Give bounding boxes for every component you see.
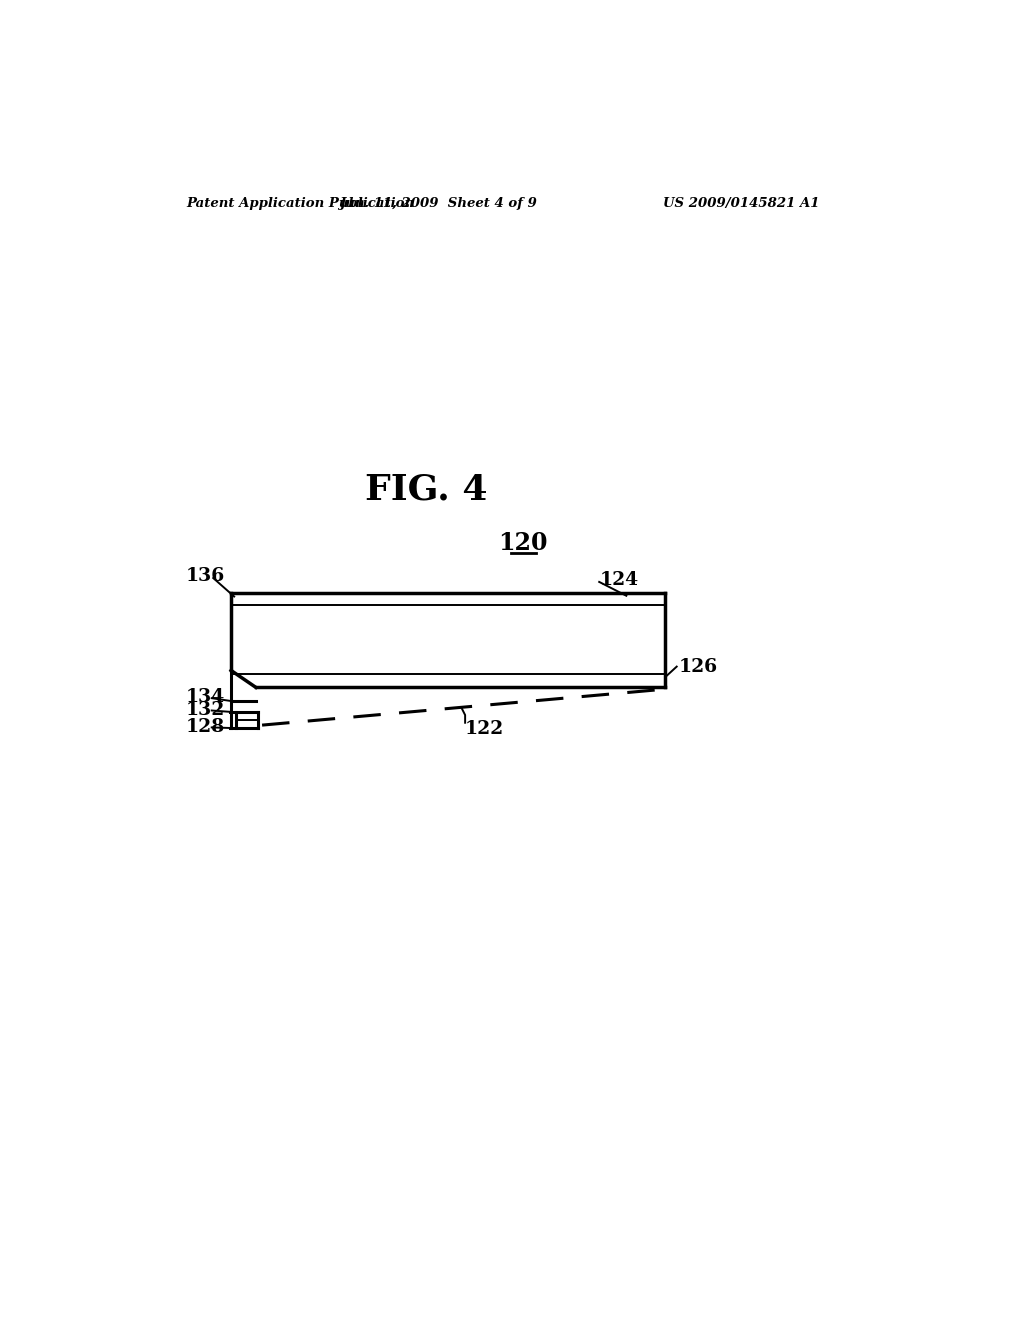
Text: 122: 122 — [465, 719, 504, 738]
Text: 132: 132 — [186, 701, 225, 718]
Text: Jun. 11, 2009  Sheet 4 of 9: Jun. 11, 2009 Sheet 4 of 9 — [339, 197, 537, 210]
Text: 124: 124 — [599, 572, 638, 589]
Text: 128: 128 — [186, 718, 225, 735]
Text: US 2009/0145821 A1: US 2009/0145821 A1 — [663, 197, 819, 210]
Text: 120: 120 — [499, 532, 548, 556]
Text: 136: 136 — [186, 566, 225, 585]
Text: 134: 134 — [186, 689, 225, 706]
Text: FIG. 4: FIG. 4 — [366, 473, 487, 507]
Text: 126: 126 — [678, 657, 718, 676]
Text: Patent Application Publication: Patent Application Publication — [186, 197, 415, 210]
